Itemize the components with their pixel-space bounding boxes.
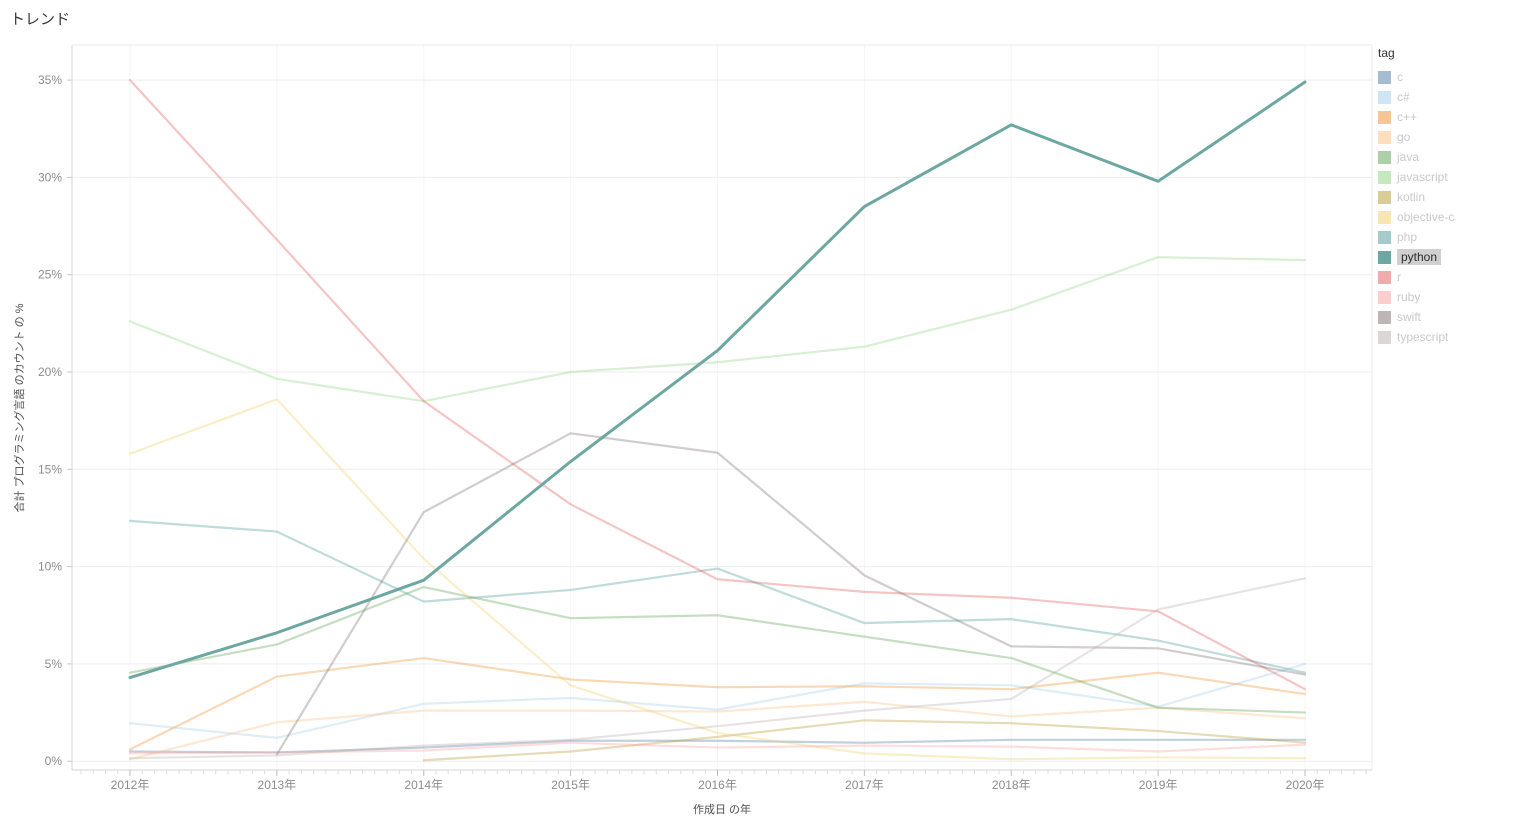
- legend-item-kotlin[interactable]: kotlin: [1378, 187, 1508, 207]
- legend-label: swift: [1397, 310, 1421, 324]
- legend-label: c: [1397, 70, 1403, 84]
- legend-swatch-icon: [1378, 90, 1391, 104]
- legend-swatch-icon: [1378, 330, 1391, 344]
- x-tick-label: 2012年: [111, 778, 150, 792]
- y-tick-label: 35%: [38, 73, 62, 87]
- legend-item-c[interactable]: c++: [1378, 107, 1508, 127]
- legend-swatch-icon: [1378, 310, 1391, 324]
- legend-label: c#: [1397, 90, 1410, 104]
- series-line-go[interactable]: [128, 700, 1307, 761]
- page-title: トレンド: [10, 11, 71, 28]
- legend-swatch-icon: [1378, 290, 1391, 304]
- legend-swatch-icon: [1378, 150, 1391, 164]
- series-line-java[interactable]: [128, 585, 1307, 714]
- legend-label: ruby: [1397, 290, 1421, 304]
- series-line-c[interactable]: [128, 656, 1307, 751]
- legend-swatch-icon: [1378, 250, 1391, 264]
- x-tick-label: 2015年: [551, 778, 590, 792]
- y-tick-label: 30%: [38, 170, 62, 184]
- legend-label: kotlin: [1397, 190, 1426, 204]
- series-line-javascript[interactable]: [128, 256, 1307, 403]
- series-line-typescript[interactable]: [128, 577, 1307, 760]
- legend-label: c++: [1397, 110, 1418, 124]
- legend-item-typescript[interactable]: typescript: [1378, 327, 1508, 347]
- x-tick-label: 2016年: [698, 778, 737, 792]
- legend-label: javascript: [1397, 170, 1448, 184]
- legend-item-r[interactable]: r: [1378, 267, 1508, 287]
- y-tick-label: 5%: [45, 657, 63, 671]
- x-tick-label: 2017年: [845, 778, 884, 792]
- x-tick-label: 2020年: [1286, 778, 1325, 792]
- legend-swatch-icon: [1378, 270, 1391, 284]
- x-axis-title: 作成日 の年: [692, 804, 752, 816]
- legend-item-c[interactable]: c: [1378, 67, 1508, 87]
- legend-swatch-icon: [1378, 190, 1391, 204]
- x-tick-label: 2013年: [258, 778, 297, 792]
- legend-swatch-icon: [1378, 70, 1391, 84]
- legend-swatch-icon: [1378, 210, 1391, 224]
- series-line-r[interactable]: [128, 78, 1307, 691]
- legend-item-go[interactable]: go: [1378, 127, 1508, 147]
- series-line-objectivec[interactable]: [128, 398, 1307, 761]
- series-line-swift[interactable]: [275, 432, 1307, 756]
- y-tick-label: 25%: [38, 268, 62, 282]
- legend-swatch-icon: [1378, 110, 1391, 124]
- legend-item-swift[interactable]: swift: [1378, 307, 1508, 327]
- series-line-kotlin[interactable]: [422, 719, 1307, 762]
- legend-label: r: [1397, 270, 1401, 284]
- x-tick-label: 2019年: [1139, 778, 1178, 792]
- legend-item-c[interactable]: c#: [1378, 87, 1508, 107]
- legend-label: objective-c: [1397, 210, 1455, 224]
- legend-label: python: [1397, 249, 1442, 265]
- series-line-c[interactable]: [128, 738, 1307, 754]
- legend-swatch-icon: [1378, 170, 1391, 184]
- legend-swatch-icon: [1378, 230, 1391, 244]
- series-line-c[interactable]: [128, 662, 1307, 739]
- legend-item-java[interactable]: java: [1378, 147, 1508, 167]
- legend-title: tag: [1378, 46, 1395, 60]
- y-tick-label: 20%: [38, 365, 62, 379]
- legend-item-objectivec[interactable]: objective-c: [1378, 207, 1508, 227]
- series-line-ruby[interactable]: [128, 741, 1307, 755]
- legend-label: go: [1397, 130, 1411, 144]
- x-tick-label: 2014年: [404, 778, 443, 792]
- legend: tag c c# c++ go java javascript kotlin objectiv…: [1378, 46, 1508, 347]
- series-line-python[interactable]: [128, 80, 1307, 680]
- legend-label: java: [1397, 150, 1420, 164]
- legend-item-php[interactable]: php: [1378, 227, 1508, 247]
- legend-label: php: [1397, 230, 1418, 244]
- y-tick-label: 15%: [38, 462, 62, 476]
- legend-item-python[interactable]: python: [1378, 247, 1508, 267]
- y-tick-label: 0%: [45, 754, 63, 768]
- legend-swatch-icon: [1378, 130, 1391, 144]
- x-tick-label: 2018年: [992, 778, 1031, 792]
- series-line-php[interactable]: [128, 519, 1307, 674]
- legend-label: typescript: [1397, 330, 1449, 344]
- y-tick-label: 10%: [38, 560, 62, 574]
- legend-item-ruby[interactable]: ruby: [1378, 287, 1508, 307]
- legend-item-javascript[interactable]: javascript: [1378, 167, 1508, 187]
